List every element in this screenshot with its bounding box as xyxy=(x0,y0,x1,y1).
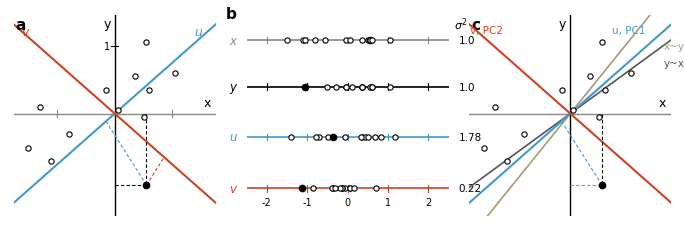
Text: 2: 2 xyxy=(425,197,432,207)
Text: 0: 0 xyxy=(345,197,351,207)
Text: b: b xyxy=(226,7,237,22)
Text: v, PC2: v, PC2 xyxy=(470,26,503,36)
Text: y~x: y~x xyxy=(664,59,685,69)
Text: $\sigma^2$: $\sigma^2$ xyxy=(454,16,468,32)
Text: -1: -1 xyxy=(302,197,312,207)
Text: x~y: x~y xyxy=(664,42,685,52)
Text: u: u xyxy=(229,131,236,144)
Text: u, PC1: u, PC1 xyxy=(612,26,645,36)
Text: v: v xyxy=(229,182,236,195)
Text: 1.0: 1.0 xyxy=(459,36,475,46)
Text: 1: 1 xyxy=(385,197,391,207)
Text: 1: 1 xyxy=(104,41,110,51)
Text: y: y xyxy=(229,81,236,94)
Text: 0.22: 0.22 xyxy=(459,183,482,193)
Text: a: a xyxy=(16,18,26,33)
Text: 1.0: 1.0 xyxy=(459,82,475,92)
Text: x: x xyxy=(203,97,211,110)
Text: x: x xyxy=(229,34,236,47)
Text: v: v xyxy=(21,26,29,39)
Text: -2: -2 xyxy=(262,197,272,207)
Text: 1.78: 1.78 xyxy=(459,132,482,142)
Text: c: c xyxy=(471,18,480,33)
Text: x: x xyxy=(659,97,667,110)
Text: y: y xyxy=(104,18,111,31)
Text: y: y xyxy=(558,18,566,31)
Text: u: u xyxy=(195,26,202,39)
